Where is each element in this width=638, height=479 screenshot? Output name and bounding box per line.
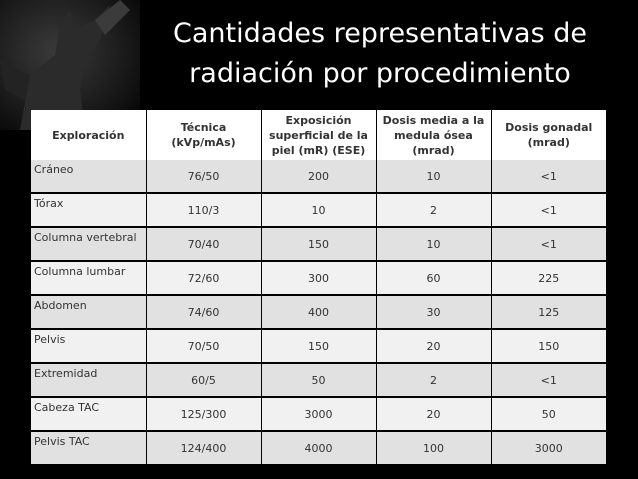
cell-exposicion: 150 <box>261 329 377 364</box>
slide-title: Cantidades representativas de radiación … <box>150 14 610 94</box>
cell-tecnica: 124/400 <box>146 431 262 466</box>
cell-dosis-gonadal: <1 <box>491 363 606 398</box>
cell-exploracion: Columna lumbar <box>31 261 147 296</box>
cell-tecnica: 60/5 <box>146 363 262 398</box>
cell-exposicion: 50 <box>261 363 377 398</box>
header-exploracion: Exploración <box>31 110 147 160</box>
cell-dosis-gonadal: 50 <box>491 397 606 432</box>
header-dosis-gonadal: Dosis gonadal (mrad) <box>491 110 606 160</box>
cell-dosis-gonadal: <1 <box>491 160 606 194</box>
cell-exposicion: 200 <box>261 160 377 194</box>
table-row: Pelvis 70/50 150 20 150 <box>31 329 606 364</box>
cell-tecnica: 125/300 <box>146 397 262 432</box>
cell-dosis-gonadal: 3000 <box>491 431 606 466</box>
cell-exploracion: Columna vertebral <box>31 227 147 262</box>
cell-tecnica: 70/40 <box>146 227 262 262</box>
cell-tecnica: 74/60 <box>146 295 262 330</box>
table-row: Cráneo 76/50 200 10 <1 <box>31 160 606 194</box>
cell-dosis-gonadal: <1 <box>491 227 606 262</box>
cell-tecnica: 76/50 <box>146 160 262 194</box>
cell-exploracion: Cráneo <box>31 160 147 194</box>
cell-exposicion: 400 <box>261 295 377 330</box>
cell-dosis-medula: 2 <box>376 363 492 398</box>
cell-exploracion: Tórax <box>31 193 147 228</box>
header-tecnica: Técnica (kVp/mAs) <box>146 110 262 160</box>
cell-tecnica: 110/3 <box>146 193 262 228</box>
cell-exposicion: 3000 <box>261 397 377 432</box>
cell-dosis-gonadal: 125 <box>491 295 606 330</box>
cell-dosis-gonadal: <1 <box>491 193 606 228</box>
cell-exposicion: 10 <box>261 193 377 228</box>
cell-exploracion: Abdomen <box>31 295 147 330</box>
cell-dosis-medula: 60 <box>376 261 492 296</box>
cell-exposicion: 4000 <box>261 431 377 466</box>
cell-exploracion: Cabeza TAC <box>31 397 147 432</box>
cell-dosis-medula: 20 <box>376 329 492 364</box>
cell-dosis-medula: 100 <box>376 431 492 466</box>
table-row: Pelvis TAC 124/400 4000 100 3000 <box>31 431 606 466</box>
title-line-1: Cantidades representativas de <box>173 18 587 49</box>
table-row: Tórax 110/3 10 2 <1 <box>31 193 606 228</box>
cell-exploracion: Extremidad <box>31 363 147 398</box>
cell-dosis-gonadal: 150 <box>491 329 606 364</box>
table-row: Cabeza TAC 125/300 3000 20 50 <box>31 397 606 432</box>
table-row: Extremidad 60/5 50 2 <1 <box>31 363 606 398</box>
cell-exploracion: Pelvis TAC <box>31 431 147 466</box>
angel-statue-icon <box>0 0 140 130</box>
cell-dosis-medula: 10 <box>376 160 492 194</box>
cell-exposicion: 150 <box>261 227 377 262</box>
cell-dosis-medula: 2 <box>376 193 492 228</box>
cell-dosis-medula: 20 <box>376 397 492 432</box>
cell-dosis-medula: 30 <box>376 295 492 330</box>
cell-exploracion: Pelvis <box>31 329 147 364</box>
table-row: Columna vertebral 70/40 150 10 <1 <box>31 227 606 262</box>
table-header-row: Exploración Técnica (kVp/mAs) Exposición… <box>31 110 606 160</box>
cell-tecnica: 70/50 <box>146 329 262 364</box>
radiation-dose-table: Exploración Técnica (kVp/mAs) Exposición… <box>31 110 606 466</box>
header-dosis-medula: Dosis media a la medula ósea (mrad) <box>376 110 492 160</box>
cell-dosis-medula: 10 <box>376 227 492 262</box>
header-exposicion: Exposición superficial de la piel (mR) (… <box>261 110 377 160</box>
cell-dosis-gonadal: 225 <box>491 261 606 296</box>
cell-exposicion: 300 <box>261 261 377 296</box>
cell-tecnica: 72/60 <box>146 261 262 296</box>
title-line-2: radiación por procedimiento <box>189 58 571 89</box>
table-row: Columna lumbar 72/60 300 60 225 <box>31 261 606 296</box>
table-row: Abdomen 74/60 400 30 125 <box>31 295 606 330</box>
